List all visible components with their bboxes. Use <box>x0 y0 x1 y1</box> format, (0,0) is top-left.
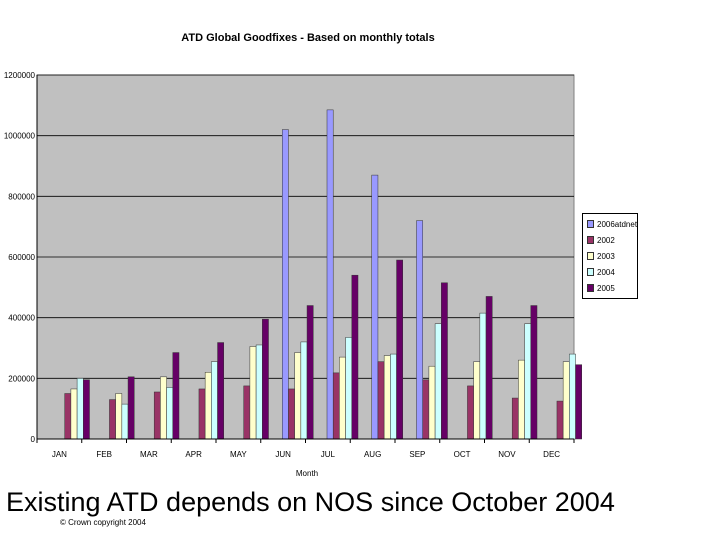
x-tick-label: MAY <box>230 450 247 459</box>
bar-2004-jul <box>345 337 353 440</box>
bar-2003-jul <box>339 356 346 440</box>
bar-2004-aug <box>390 353 397 440</box>
legend-item: 2003 <box>587 248 637 264</box>
legend-item: 2005 <box>587 280 637 296</box>
bar-2002-may <box>243 385 251 440</box>
legend: 2006atdnet 2002 2003 2004 2005 <box>582 213 638 299</box>
bar-2002-jan <box>64 393 72 440</box>
copyright-notice: © Crown copyright 2004 <box>60 518 146 527</box>
bar-2005-jun <box>306 305 314 440</box>
x-tick-label: OCT <box>454 450 471 459</box>
bar-2002-jul <box>332 372 340 440</box>
bar-2006atdnet-aug <box>371 174 379 440</box>
y-tick-label: 1200000 <box>4 71 36 80</box>
bar-2005-feb <box>127 376 135 440</box>
bar-2004-oct <box>479 312 487 440</box>
y-tick-label: 800000 <box>8 192 35 201</box>
bar-2002-feb <box>109 399 116 440</box>
bar-2002-aug <box>377 361 385 440</box>
legend-label: 2005 <box>597 283 615 293</box>
bar-2005-jul <box>351 274 359 440</box>
x-tick-label: FEB <box>96 450 112 459</box>
bar-2003-may <box>249 346 257 440</box>
bar-2004-dec <box>569 353 576 440</box>
x-tick-label: JUN <box>275 450 291 459</box>
bar-2003-jan <box>70 388 78 440</box>
bar-2004-mar <box>166 387 174 440</box>
x-tick-label: DEC <box>543 450 560 459</box>
x-tick-label: AUG <box>364 450 381 459</box>
legend-label: 2002 <box>597 235 615 245</box>
bar-2003-apr <box>204 372 212 440</box>
bar-2003-jun <box>294 352 302 440</box>
bar-2002-oct <box>467 385 474 440</box>
legend-label: 2003 <box>597 251 615 261</box>
bar-2004-jan <box>76 378 84 440</box>
legend-item: 2006atdnet <box>587 216 637 232</box>
bar-2005-dec <box>575 364 582 440</box>
bar-2002-apr <box>198 388 206 440</box>
legend-swatch <box>587 268 594 276</box>
legend-swatch <box>587 220 594 228</box>
bars <box>64 109 582 440</box>
legend-label: 2006atdnet <box>597 219 638 229</box>
x-tick-labels: JAN FEB MAR APR MAY JUN JUL AUG SEP OCT NOV DEC <box>52 450 560 459</box>
bar-2003-nov <box>518 359 525 440</box>
bar-2005-apr <box>217 342 225 440</box>
x-tick-label: MAR <box>140 450 158 459</box>
bar-2002-jun <box>288 388 295 440</box>
legend-label: 2004 <box>597 267 615 277</box>
bar-2003-oct <box>473 361 481 440</box>
bar-2005-aug <box>396 259 403 440</box>
legend-swatch <box>587 284 594 292</box>
bar-2005-may <box>262 318 269 440</box>
legend-swatch <box>587 252 594 260</box>
bar-2005-nov <box>530 305 538 440</box>
legend-item: 2002 <box>587 232 637 248</box>
y-tick-label: 1000000 <box>4 132 36 141</box>
bar-2004-sep <box>434 323 442 440</box>
bar-2006atdnet-sep <box>416 220 423 440</box>
bar-2004-jun <box>300 341 308 440</box>
legend-item: 2004 <box>587 264 637 280</box>
bar-2004-nov <box>524 323 532 440</box>
x-tick-label: APR <box>185 450 202 459</box>
bar-2002-nov <box>511 397 519 440</box>
bar-2002-sep <box>422 379 430 440</box>
bar-2005-jan <box>83 379 90 440</box>
slide-caption: Existing ATD depends on NOS since Octobe… <box>6 487 615 517</box>
bar-2004-feb <box>121 403 129 440</box>
bar-2003-dec <box>562 361 570 440</box>
bar-2002-dec <box>556 400 564 440</box>
bar-2002-mar <box>153 391 161 440</box>
bar-2003-mar <box>160 376 167 440</box>
bar-2006atdnet-jul <box>326 109 334 440</box>
bar-2005-oct <box>485 296 493 440</box>
axes <box>36 75 575 443</box>
y-tick-label: 400000 <box>8 314 35 323</box>
bar-2004-may <box>255 344 263 440</box>
bar-2005-sep <box>441 282 448 440</box>
x-axis-label: Month <box>296 469 318 478</box>
bar-2004-apr <box>211 361 218 440</box>
x-tick-label: SEP <box>409 450 425 459</box>
bar-2003-aug <box>383 355 391 440</box>
bar-2003-feb <box>115 393 123 440</box>
y-tick-label: 0 <box>31 435 36 444</box>
legend-swatch <box>587 236 594 244</box>
x-tick-label: JAN <box>52 450 67 459</box>
bar-2003-sep <box>428 365 436 440</box>
y-tick-label: 600000 <box>8 253 35 262</box>
bar-2006atdnet-jun <box>282 129 289 440</box>
x-tick-label: NOV <box>498 450 516 459</box>
x-tick-label: JUL <box>321 450 336 459</box>
bar-2005-mar <box>172 352 180 440</box>
chart-title: ATD Global Goodfixes - Based on monthly … <box>181 32 434 44</box>
y-tick-label: 200000 <box>8 374 35 383</box>
y-tick-labels: 0 200000 400000 600000 800000 1000000 1200000 <box>4 71 36 444</box>
